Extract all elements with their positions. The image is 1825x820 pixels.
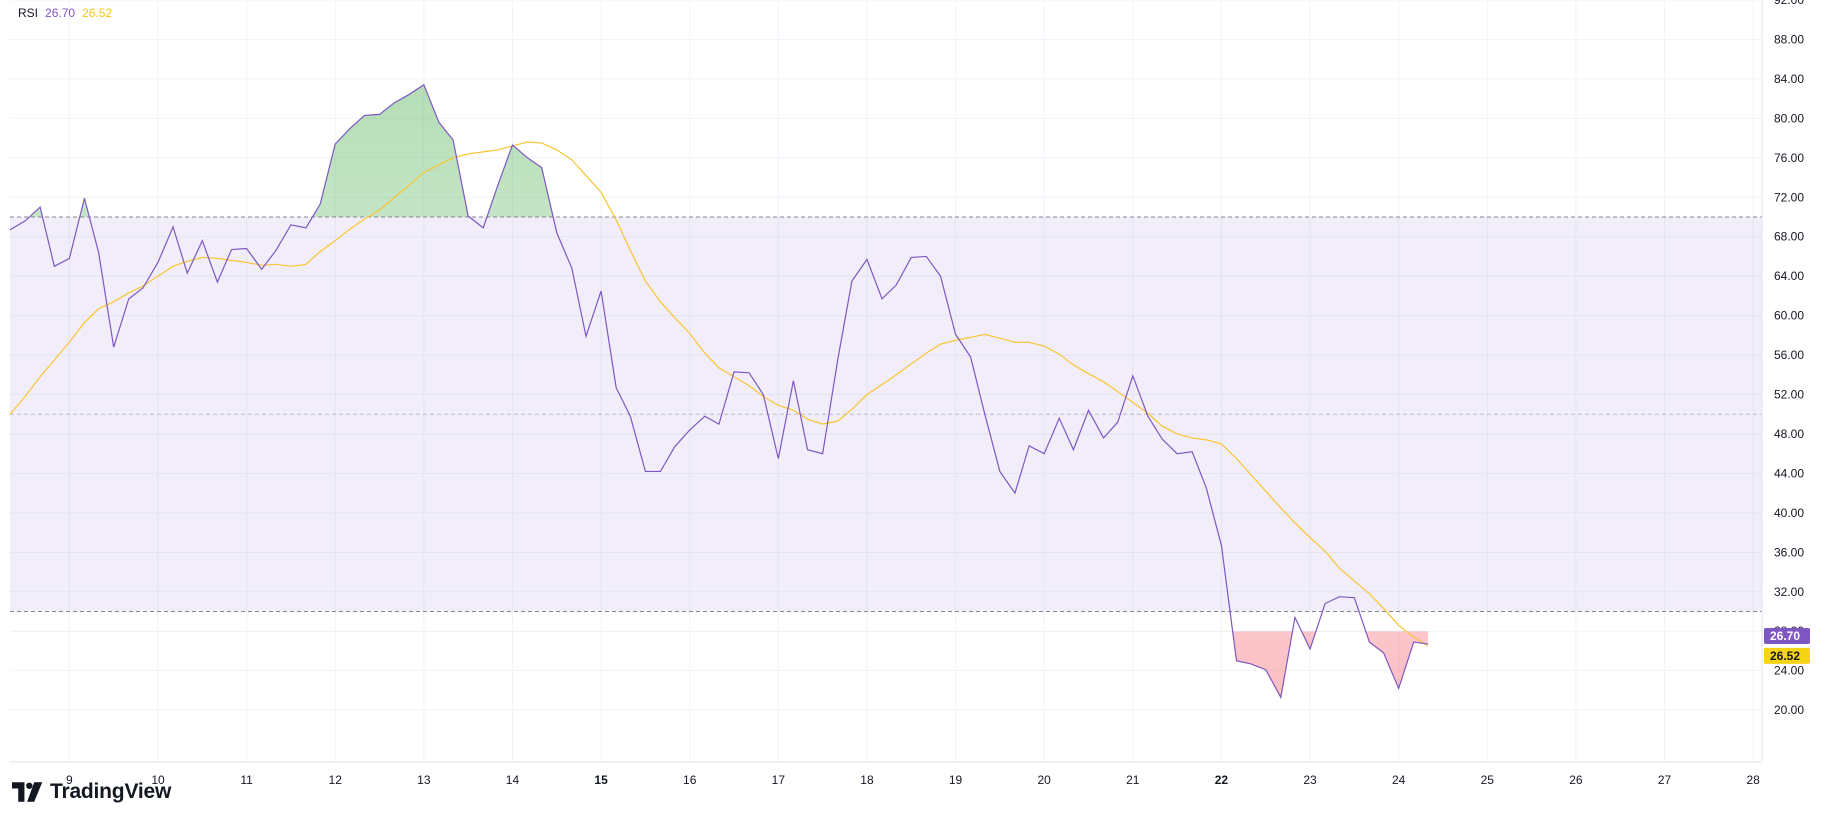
x-tick-label: 22: [1215, 773, 1229, 787]
x-axis[interactable]: 9 10 11 12 13 14 15 16 17 18 19 20 21 22 23 24 25 26 27 28: [66, 773, 1760, 787]
y-tick-label: 24.00: [1774, 664, 1804, 678]
ma-value-badge-text: 26.52: [1770, 649, 1800, 663]
y-tick-label: 68.00: [1774, 230, 1804, 244]
y-tick-label: 40.00: [1774, 506, 1804, 520]
x-tick-label: 13: [417, 773, 431, 787]
ma-value-badge: 26.52: [1764, 647, 1810, 664]
rsi-value-badge: 26.70: [1764, 628, 1810, 645]
tradingview-logo[interactable]: TradingView: [12, 780, 171, 804]
x-tick-label: 11: [240, 773, 253, 787]
y-tick-label: 84.00: [1774, 72, 1804, 86]
x-tick-label: 24: [1392, 773, 1406, 787]
y-tick-label: 92.00: [1774, 0, 1804, 7]
x-tick-label: 19: [949, 773, 963, 787]
x-tick-label: 16: [683, 773, 697, 787]
y-tick-label: 32.00: [1774, 585, 1804, 599]
x-tick-label: 25: [1481, 773, 1495, 787]
y-tick-label: 56.00: [1774, 348, 1804, 362]
x-tick-label: 9: [66, 773, 73, 787]
x-tick-label: 23: [1303, 773, 1317, 787]
x-tick-label: 26: [1569, 773, 1583, 787]
y-tick-label: 64.00: [1774, 269, 1804, 283]
y-tick-label: 60.00: [1774, 309, 1804, 323]
x-tick-label: 12: [329, 773, 343, 787]
x-tick-label: 10: [151, 773, 165, 787]
y-tick-label: 36.00: [1774, 545, 1804, 559]
overbought-fill: [10, 84, 1428, 217]
tradingview-brand-name: TradingView: [50, 780, 172, 803]
legend-indicator-name: RSI: [18, 6, 39, 20]
y-tick-label: 20.00: [1774, 703, 1804, 717]
y-tick-label: 48.00: [1774, 427, 1804, 441]
y-tick-label: 72.00: [1774, 190, 1804, 204]
rsi-line: [10, 83, 1428, 700]
y-tick-label: 88.00: [1774, 32, 1804, 46]
x-tick-label: 15: [594, 773, 608, 787]
rsi-value-badge-text: 26.70: [1770, 629, 1800, 643]
y-tick-label: 80.00: [1774, 111, 1804, 125]
x-tick-label: 18: [860, 773, 874, 787]
y-axis[interactable]: 20.0024.0028.0032.0036.0040.0044.0048.00…: [1774, 0, 1804, 717]
x-tick-label: 14: [506, 773, 520, 787]
band-lines: [10, 216, 1762, 613]
y-tick-label: 44.00: [1774, 466, 1804, 480]
tradingview-logo-icon: [12, 782, 43, 802]
ma-line: [10, 141, 1429, 647]
legend-rsi-value: 26.70: [45, 6, 76, 20]
indicator-legend[interactable]: RSI 26.70 26.52: [18, 6, 112, 20]
x-tick-label: 21: [1126, 773, 1140, 787]
y-tick-label: 52.00: [1774, 388, 1804, 402]
x-tick-label: 28: [1746, 773, 1760, 787]
x-tick-label: 20: [1038, 773, 1052, 787]
legend-ma-value: 26.52: [82, 6, 113, 20]
grid: [10, 0, 1762, 762]
last-value-badges: 26.70 26.52: [1764, 628, 1810, 664]
y-tick-label: 76.00: [1774, 151, 1804, 165]
x-tick-label: 17: [772, 773, 786, 787]
oversold-fill: [10, 631, 1428, 698]
x-tick-label: 27: [1658, 773, 1672, 787]
